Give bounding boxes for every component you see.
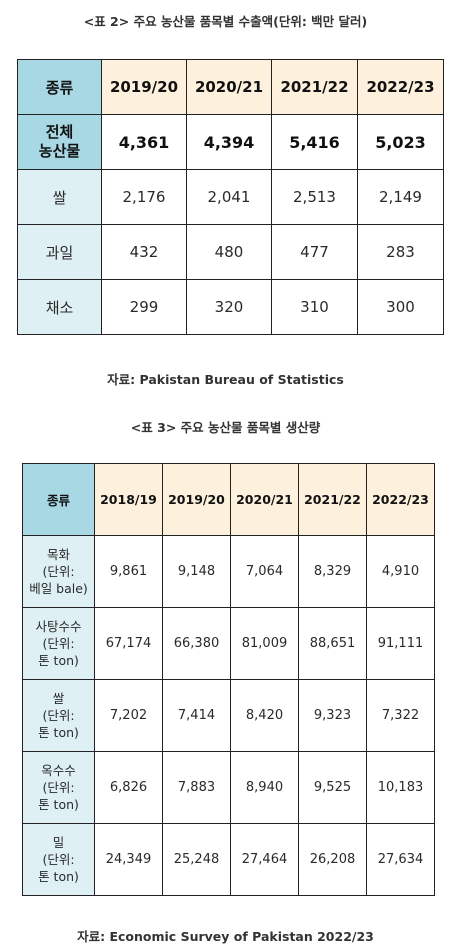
table-cell: 2,041 (186, 169, 272, 225)
table-cell: 2,176 (101, 169, 187, 225)
header-category: 종류 (17, 59, 102, 115)
table-cell: 66,380 (162, 607, 231, 680)
row-category: 쌀 (17, 169, 102, 225)
table-cell: 2,149 (357, 169, 444, 225)
table-cell: 91,111 (366, 607, 435, 680)
table-cell: 8,940 (230, 751, 299, 824)
table-cell: 7,883 (162, 751, 231, 824)
table-cell: 26,208 (298, 823, 367, 896)
table-row: 목화 (단위: 베일 bale) 9,861 9,148 7,064 8,329… (22, 535, 435, 608)
table-cell: 5,023 (357, 114, 444, 170)
row-category: 목화 (단위: 베일 bale) (22, 535, 95, 608)
table-cell: 9,148 (162, 535, 231, 608)
table-cell: 7,202 (94, 679, 163, 752)
table-cell: 25,248 (162, 823, 231, 896)
header-year: 2019/20 (162, 463, 231, 536)
header-category: 종류 (22, 463, 95, 536)
production-table: 종류 2018/19 2019/20 2020/21 2021/22 2022/… (22, 463, 435, 896)
table-cell: 67,174 (94, 607, 163, 680)
export-value-table: 종류 2019/20 2020/21 2021/22 2022/23 전체 농산… (17, 59, 444, 335)
header-year: 2021/22 (298, 463, 367, 536)
table-cell: 299 (101, 279, 187, 335)
table-cell: 9,525 (298, 751, 367, 824)
table-cell: 4,361 (101, 114, 187, 170)
table-cell: 7,064 (230, 535, 299, 608)
header-year: 2020/21 (186, 59, 272, 115)
row-category: 밀 (단위: 톤 ton) (22, 823, 95, 896)
row-category: 옥수수 (단위: 톤 ton) (22, 751, 95, 824)
table3-source: 자료: Economic Survey of Pakistan 2022/23 (77, 929, 374, 944)
table-cell: 81,009 (230, 607, 299, 680)
table-header-row: 종류 2019/20 2020/21 2021/22 2022/23 (17, 59, 444, 115)
row-category: 사탕수수 (단위: 톤 ton) (22, 607, 95, 680)
header-year: 2022/23 (366, 463, 435, 536)
table-cell: 310 (271, 279, 358, 335)
header-year: 2021/22 (271, 59, 358, 115)
table-cell: 300 (357, 279, 444, 335)
table-cell: 10,183 (366, 751, 435, 824)
table-cell: 320 (186, 279, 272, 335)
table-cell: 27,464 (230, 823, 299, 896)
table-cell: 7,414 (162, 679, 231, 752)
table-cell: 8,420 (230, 679, 299, 752)
header-year: 2019/20 (101, 59, 187, 115)
table-row: 사탕수수 (단위: 톤 ton) 67,174 66,380 81,009 88… (22, 607, 435, 680)
table-cell: 88,651 (298, 607, 367, 680)
table-row: 쌀 2,176 2,041 2,513 2,149 (17, 169, 444, 225)
table-cell: 24,349 (94, 823, 163, 896)
row-category: 과일 (17, 224, 102, 280)
table2-caption: <표 2> 주요 농산물 품목별 수출액(단위: 백만 달러) (83, 14, 368, 29)
table-row: 밀 (단위: 톤 ton) 24,349 25,248 27,464 26,20… (22, 823, 435, 896)
row-category: 전체 농산물 (17, 114, 102, 170)
row-category: 쌀 (단위: 톤 ton) (22, 679, 95, 752)
table-cell: 283 (357, 224, 444, 280)
table-cell: 8,329 (298, 535, 367, 608)
table-row: 채소 299 320 310 300 (17, 279, 444, 335)
header-year: 2022/23 (357, 59, 444, 115)
table-cell: 477 (271, 224, 358, 280)
table2-source: 자료: Pakistan Bureau of Statistics (107, 372, 344, 387)
table-cell: 27,634 (366, 823, 435, 896)
table-row-total: 전체 농산물 4,361 4,394 5,416 5,023 (17, 114, 444, 170)
table-row: 옥수수 (단위: 톤 ton) 6,826 7,883 8,940 9,525 … (22, 751, 435, 824)
table-cell: 7,322 (366, 679, 435, 752)
table-cell: 9,323 (298, 679, 367, 752)
header-year: 2018/19 (94, 463, 163, 536)
table-cell: 480 (186, 224, 272, 280)
row-category: 채소 (17, 279, 102, 335)
table-cell: 4,394 (186, 114, 272, 170)
table-cell: 9,861 (94, 535, 163, 608)
header-year: 2020/21 (230, 463, 299, 536)
table-header-row: 종류 2018/19 2019/20 2020/21 2021/22 2022/… (22, 463, 435, 536)
table3-caption: <표 3> 주요 농산물 품목별 생산량 (130, 420, 321, 435)
table-row: 과일 432 480 477 283 (17, 224, 444, 280)
table-cell: 5,416 (271, 114, 358, 170)
table-cell: 432 (101, 224, 187, 280)
table-row: 쌀 (단위: 톤 ton) 7,202 7,414 8,420 9,323 7,… (22, 679, 435, 752)
table-cell: 4,910 (366, 535, 435, 608)
table-cell: 2,513 (271, 169, 358, 225)
table-cell: 6,826 (94, 751, 163, 824)
